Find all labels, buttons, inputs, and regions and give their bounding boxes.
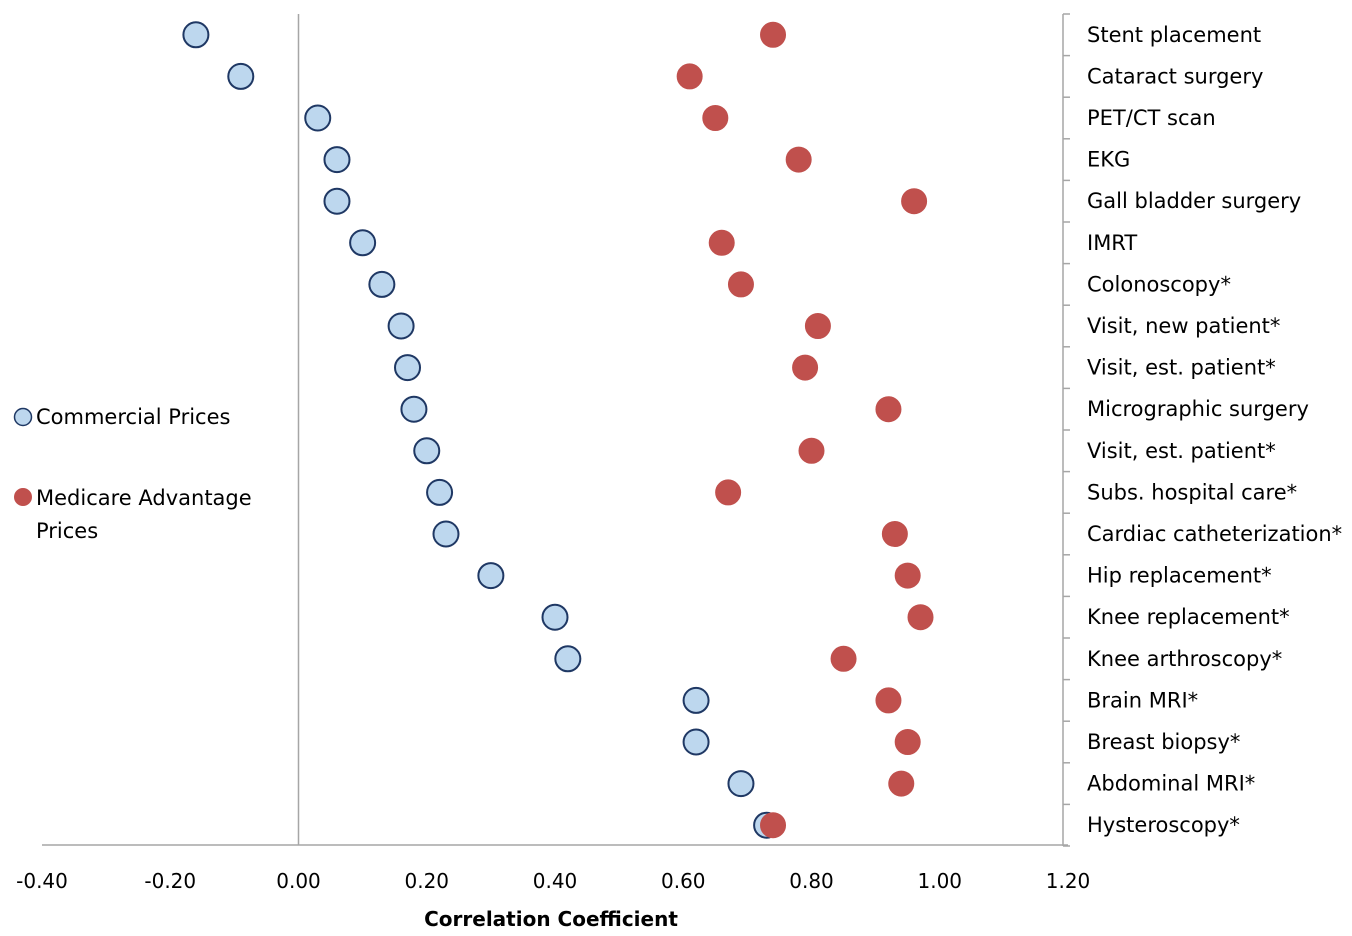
x-tick-label: 0.00 (276, 869, 321, 893)
commercial-point (554, 645, 582, 673)
category-label: Visit, new patient* (1087, 314, 1280, 338)
category-label: Knee replacement* (1087, 605, 1290, 629)
x-tick-label: 0.80 (789, 869, 834, 893)
category-label: Gall bladder surgery (1087, 189, 1301, 213)
x-tick-label: -0.40 (16, 869, 68, 893)
legend-label-medicare-line2: Prices (36, 519, 98, 543)
x-tick-label: 0.40 (533, 869, 578, 893)
medicare-point (830, 645, 857, 672)
commercial-point (727, 770, 755, 798)
commercial-point (182, 21, 210, 49)
commercial-point (394, 354, 422, 382)
medicare-point (702, 105, 729, 131)
x-tick-label: 0.60 (661, 869, 706, 893)
medicare-point (881, 521, 908, 547)
commercial-point (400, 395, 428, 423)
medicare-point (888, 770, 915, 797)
commercial-point (349, 229, 377, 257)
category-label: Visit, est. patient* (1087, 356, 1276, 380)
medicare-point (894, 729, 921, 755)
medicare-point (708, 229, 735, 256)
legend: Commercial Prices Medicare Advantage Price… (13, 405, 252, 543)
x-tick-label: -0.20 (144, 869, 196, 893)
medicare-point (727, 271, 754, 298)
x-tick-label: 1.00 (917, 869, 962, 893)
category-label: Abdominal MRI* (1087, 772, 1255, 796)
legend-marker-medicare (14, 488, 32, 506)
category-label: Cardiac catheterization* (1087, 522, 1342, 546)
medicare-point (676, 63, 703, 90)
commercial-point (368, 270, 396, 298)
medicare-point (875, 396, 902, 423)
commercial-point (413, 437, 441, 465)
category-label: Knee arthroscopy* (1087, 647, 1282, 671)
commercial-point (682, 686, 710, 714)
medicare-point (792, 354, 819, 381)
medicare-point (901, 188, 928, 215)
points-group (182, 21, 934, 839)
medicare-point (907, 604, 934, 631)
category-label: Micrographic surgery (1087, 397, 1309, 421)
category-label: Subs. hospital care* (1087, 480, 1297, 504)
medicare-point (760, 812, 787, 839)
medicare-point (785, 146, 812, 173)
legend-marker-commercial (13, 407, 33, 427)
category-label: EKG (1087, 148, 1130, 172)
medicare-point (804, 313, 831, 339)
legend-label-medicare-line1: Medicare Advantage (36, 486, 252, 510)
category-label: Hip replacement* (1087, 564, 1272, 588)
commercial-point (682, 728, 710, 756)
x-axis-title: Correlation Coefficient (424, 907, 678, 931)
category-label: Visit, est. patient* (1087, 439, 1276, 463)
commercial-point (323, 187, 351, 215)
category-label: Brain MRI* (1087, 688, 1198, 712)
medicare-point (894, 562, 921, 589)
commercial-point (323, 146, 351, 174)
axes-group: -0.40 -0.20 0.00 0.20 0.40 0.60 0.80 1.00 1.20 (16, 13, 1091, 893)
commercial-point (477, 562, 505, 590)
category-label: Cataract surgery (1087, 64, 1263, 88)
medicare-point (798, 437, 825, 464)
medicare-point (875, 687, 902, 714)
category-label: PET/CT scan (1087, 106, 1216, 130)
commercial-point (426, 478, 454, 506)
medicare-point (715, 479, 742, 506)
x-tick-label: 1.20 (1046, 869, 1091, 893)
x-tick-label: 0.20 (404, 869, 449, 893)
legend-label-commercial: Commercial Prices (36, 405, 230, 429)
commercial-point (541, 603, 569, 631)
category-label: Hysteroscopy* (1087, 813, 1240, 837)
category-label: IMRT (1087, 231, 1137, 255)
commercial-point (227, 62, 255, 90)
category-label: Breast biopsy* (1087, 730, 1240, 754)
commercial-point (432, 520, 460, 548)
category-label: Colonoscopy* (1087, 272, 1231, 296)
commercial-point (387, 312, 415, 340)
category-labels-group: Stent placement Cataract surgery PET/CT sc… (1087, 23, 1342, 837)
commercial-point (304, 104, 332, 132)
medicare-point (760, 21, 787, 48)
category-label: Stent placement (1087, 23, 1261, 47)
